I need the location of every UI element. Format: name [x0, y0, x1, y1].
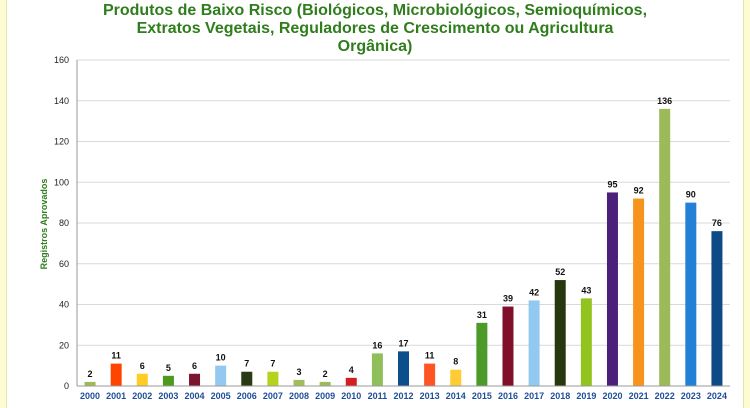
data-label: 42 [529, 287, 539, 297]
y-tick-label: 160 [54, 55, 69, 65]
data-label: 4 [349, 365, 354, 375]
bar [685, 202, 697, 386]
y-tick-label: 20 [59, 340, 69, 350]
x-tick-label: 2019 [576, 391, 596, 401]
data-label: 3 [297, 367, 302, 377]
bar [476, 322, 488, 386]
bar [711, 231, 723, 386]
data-label: 43 [581, 285, 591, 295]
bar [241, 371, 253, 386]
data-label: 95 [607, 179, 617, 189]
y-axis-ticks: 0 20 40 60 80 100 120 140 160 [54, 55, 69, 391]
x-tick-label: 2018 [550, 391, 570, 401]
data-label: 2 [88, 369, 93, 379]
chart-panel [6, 0, 744, 408]
x-tick-label: 2006 [237, 391, 257, 401]
x-tick-label: 2011 [368, 391, 388, 401]
bar [215, 365, 227, 386]
y-tick-label: 100 [54, 177, 69, 187]
bar [189, 373, 201, 386]
x-tick-label: 2004 [185, 391, 205, 401]
x-tick-label: 2012 [393, 391, 413, 401]
data-label: 31 [477, 310, 487, 320]
bars [84, 108, 723, 387]
bar [606, 192, 618, 386]
bar [293, 379, 305, 386]
data-label: 52 [555, 267, 565, 277]
x-tick-label: 2022 [655, 391, 675, 401]
x-tick-label: 2023 [681, 391, 701, 401]
bar [84, 381, 96, 386]
data-label: 7 [244, 359, 249, 369]
bar [554, 280, 566, 386]
y-tick-label: 80 [59, 218, 69, 228]
data-label: 39 [503, 294, 513, 304]
data-label: 11 [111, 351, 121, 361]
data-label: 5 [166, 363, 171, 373]
bar [633, 198, 645, 386]
y-axis-label: Registros Aprovados [39, 179, 49, 270]
data-label: 136 [657, 96, 672, 106]
x-tick-label: 2017 [524, 391, 544, 401]
x-tick-label: 2024 [707, 391, 727, 401]
data-label: 11 [425, 351, 435, 361]
data-labels: 2 11 6 5 6 10 7 7 3 2 4 16 17 11 8 31 39 42 52 43 95 92 136 90 7… [88, 96, 722, 379]
data-label: 90 [686, 190, 696, 200]
x-tick-label: 2015 [472, 391, 492, 401]
x-tick-label: 2002 [132, 391, 152, 401]
x-tick-label: 2020 [602, 391, 622, 401]
bar [580, 298, 592, 386]
bar [319, 381, 331, 386]
title-line-2: Extratos Vegetais, Reguladores de Cresci… [136, 20, 614, 37]
data-label: 16 [372, 340, 382, 350]
bar [345, 377, 357, 386]
x-tick-label: 2013 [420, 391, 440, 401]
data-label: 17 [398, 338, 408, 348]
bar [424, 363, 436, 386]
data-label: 10 [216, 353, 226, 363]
gridlines [77, 59, 730, 346]
data-label: 8 [453, 357, 458, 367]
y-tick-label: 40 [59, 300, 69, 310]
data-label: 2 [323, 369, 328, 379]
x-tick-label: 2014 [446, 391, 466, 401]
bar [110, 363, 122, 386]
data-label: 76 [712, 218, 722, 228]
x-tick-label: 2007 [263, 391, 283, 401]
x-tick-label: 2003 [158, 391, 178, 401]
bar [136, 373, 148, 386]
bar [398, 351, 409, 386]
chart-title: Produtos de Baixo Risco (Biológicos, Mic… [0, 2, 750, 56]
bar [371, 353, 383, 386]
y-tick-label: 140 [54, 96, 69, 106]
x-tick-label: 2008 [289, 391, 309, 401]
title-line-1: Produtos de Baixo Risco (Biológicos, Mic… [102, 2, 648, 19]
x-tick-label: 2016 [498, 391, 518, 401]
x-tick-label: 2009 [315, 391, 335, 401]
title-line-3: Orgânica) [337, 38, 413, 55]
bar [450, 369, 462, 386]
x-tick-label: 2021 [629, 391, 649, 401]
data-label: 7 [270, 359, 275, 369]
x-axis-ticks: 2000 2001 2002 2003 2004 2005 2006 2007 2008 2009… [80, 391, 727, 401]
y-tick-label: 120 [54, 137, 69, 147]
bar [267, 371, 279, 386]
x-tick-label: 2000 [80, 391, 100, 401]
data-label: 6 [192, 361, 197, 371]
y-tick-label: 60 [59, 259, 69, 269]
x-tick-label: 2001 [106, 391, 126, 401]
bar [528, 300, 540, 386]
data-label: 92 [634, 186, 644, 196]
bar [659, 108, 671, 387]
bar [162, 375, 174, 386]
y-tick-label: 0 [64, 381, 69, 391]
bar [502, 306, 514, 386]
x-tick-label: 2010 [341, 391, 361, 401]
data-label: 6 [140, 361, 145, 371]
x-tick-label: 2005 [211, 391, 231, 401]
